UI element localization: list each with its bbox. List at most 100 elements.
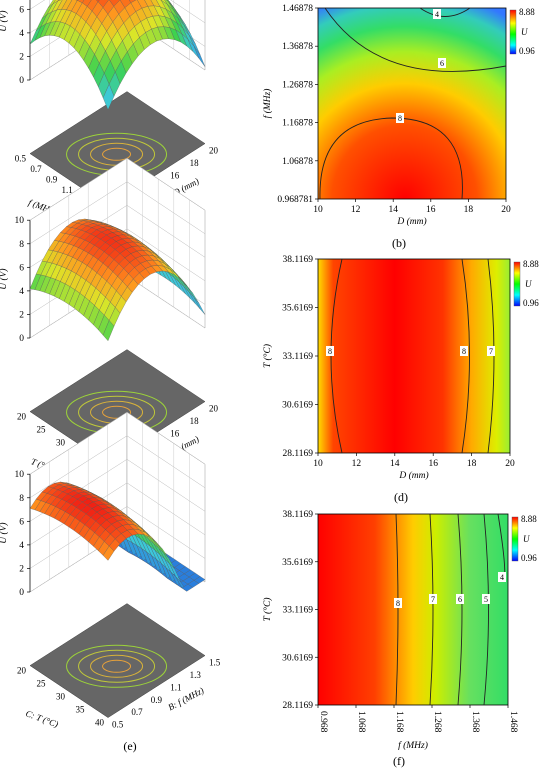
contour-label: 6 (458, 595, 462, 604)
x-tick-label: 1.168 (394, 711, 404, 733)
colorbar-max: 8.88 (519, 7, 535, 17)
z-axis-label: U (V) (0, 268, 9, 289)
y-tick-label: 1.06878 (282, 157, 313, 167)
colorbar-label: U (523, 534, 530, 544)
x-tick-label: 12 (351, 205, 361, 215)
z-tick-label: 2 (19, 310, 24, 320)
x-tick-label: 14 (390, 459, 400, 469)
z-tick-label: 6 (19, 263, 24, 273)
colorbar-min: 0.96 (519, 46, 535, 56)
left-tick-label: 0.7 (30, 164, 42, 174)
left-axis-label: C: T (°C) (24, 708, 59, 729)
z-tick-label: 4 (19, 29, 24, 39)
right-tick-label: 0.7 (131, 707, 143, 717)
y-tick-label: 35.6169 (282, 304, 313, 314)
y-tick-label: 38.1169 (282, 510, 313, 520)
y-tick-label: 35.6169 (282, 558, 313, 568)
right-tick-label: 18 (190, 158, 200, 168)
x-tick-label: 10 (313, 459, 323, 469)
colorbar (512, 517, 518, 561)
contour-label: 8 (398, 114, 402, 123)
right-tick-label: 20 (209, 404, 219, 414)
y-tick-label: 1.36878 (282, 42, 313, 52)
contour-label: 8 (396, 599, 400, 608)
y-axis-label: T (°C) (262, 344, 273, 368)
left-tick-label: 0.9 (46, 174, 58, 184)
contour-label: 8 (462, 347, 466, 356)
colorbar (510, 10, 516, 54)
y-tick-label: 1.26878 (282, 80, 313, 90)
contour-label: 7 (431, 595, 435, 604)
colorbar (514, 262, 520, 306)
x-tick-label: 1.068 (356, 711, 366, 733)
z-tick-label: 8 (19, 240, 24, 250)
x-tick-label: 12 (352, 459, 362, 469)
z-tick-label: 0 (19, 334, 24, 344)
left-tick-label: 20 (17, 666, 27, 676)
left-tick-label: 35 (76, 705, 86, 715)
x-tick-label: 20 (501, 205, 511, 215)
z-tick-label: 10 (15, 470, 25, 480)
panel-label: (d) (394, 490, 408, 504)
y-tick-label: 1.16878 (282, 119, 313, 129)
colorbar-min: 0.96 (521, 553, 537, 563)
x-axis-label: D (mm) (398, 470, 428, 481)
contour-label: 5 (484, 595, 488, 604)
left-tick-label: 30 (56, 692, 66, 702)
y-tick-label: 38.1169 (282, 255, 313, 265)
left-tick-label: 40 (95, 718, 105, 728)
left-tick-label: 25 (37, 679, 47, 689)
left-tick-label: 30 (56, 438, 66, 448)
colorbar-min: 0.96 (523, 298, 539, 308)
y-tick-label: 28.1169 (282, 449, 313, 459)
right-tick-label: 16 (170, 170, 180, 180)
x-tick-label: 1.368 (470, 711, 480, 733)
contour-label: 7 (489, 347, 493, 356)
z-tick-label: 4 (19, 541, 24, 551)
x-tick-label: 10 (313, 205, 323, 215)
contour-label: 8 (328, 347, 332, 356)
right-tick-label: 1.3 (190, 670, 202, 680)
y-axis-label: f (MHz) (262, 89, 273, 119)
right-tick-label: 18 (190, 416, 200, 426)
panel-label: (e) (123, 739, 136, 753)
panel-label: (b) (392, 236, 406, 250)
z-axis-label: U (V) (0, 10, 9, 31)
contour-field (318, 8, 506, 199)
x-tick-label: 0.968 (318, 711, 328, 733)
contour-field (318, 514, 508, 705)
y-axis-label: T (°C) (262, 598, 273, 622)
z-tick-label: 0 (19, 76, 24, 86)
z-tick-label: 2 (19, 52, 24, 62)
colorbar-max: 8.88 (523, 259, 539, 269)
left-tick-label: 0.5 (15, 154, 27, 164)
y-tick-label: 33.1169 (282, 352, 313, 362)
x-tick-label: 20 (505, 459, 515, 469)
x-tick-label: 16 (428, 459, 438, 469)
contour-label: 4 (500, 573, 504, 582)
contour-panel: 4681.468781.368781.268781.168781.068780.… (262, 4, 535, 250)
z-tick-label: 6 (19, 5, 24, 15)
left-tick-label: 25 (37, 425, 47, 435)
z-axis-label: U (V) (0, 522, 9, 543)
z-tick-label: 4 (19, 287, 24, 297)
right-tick-label: 20 (209, 146, 219, 156)
x-tick-label: 16 (426, 205, 436, 215)
contour-label: 4 (435, 10, 439, 19)
x-axis-label: D (mm) (396, 216, 426, 227)
z-tick-label: 2 (19, 564, 24, 574)
x-tick-label: 1.268 (432, 711, 442, 733)
contour-field (318, 259, 510, 453)
y-tick-label: 33.1169 (282, 606, 313, 616)
right-tick-label: 0.9 (151, 695, 163, 705)
right-tick-label: 1.5 (209, 658, 221, 668)
x-axis-label: f (MHz) (398, 740, 428, 751)
colorbar-label: U (525, 279, 532, 289)
z-tick-label: 8 (19, 494, 24, 504)
y-tick-label: 1.46878 (282, 4, 313, 14)
contour-panel: 8 8 7 38.1169 35.6169 33.1169 30.6169 28.116910… (262, 255, 539, 504)
x-tick-label: 18 (464, 205, 474, 215)
y-tick-label: 30.6169 (282, 401, 313, 411)
